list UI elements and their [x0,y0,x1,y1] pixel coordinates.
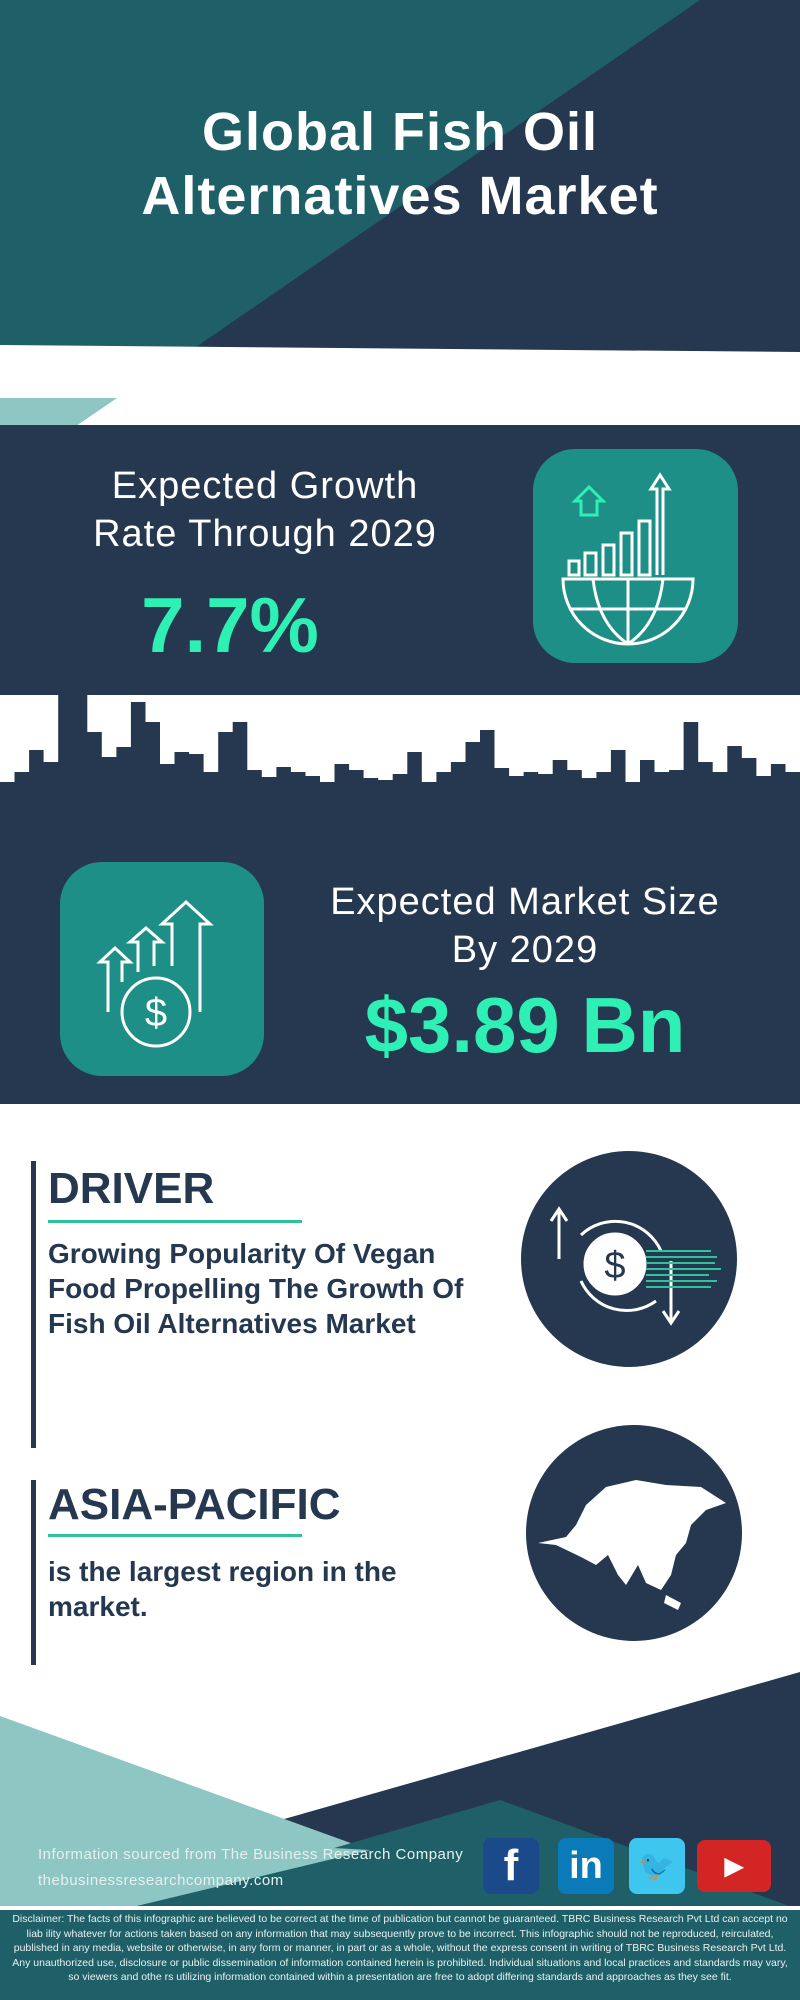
driver-heading: DRIVER [48,1164,215,1213]
dollar-growth-arrows-icon: $ [60,862,264,1076]
region-accent-bar [31,1480,36,1665]
footer-source: Information sourced from The Business Re… [38,1842,463,1894]
dollar-exchange-icon: $ [521,1151,737,1367]
driver-underline [48,1220,302,1223]
facebook-icon[interactable]: f [483,1838,539,1894]
title-line-1: Global Fish Oil [201,102,599,162]
growth-label: Expected Growth Rate Through 2029 [60,462,470,558]
globe-bar-chart-icon [533,449,738,663]
growth-label-line-1: Expected Growth [111,465,419,507]
svg-text:$: $ [604,1245,625,1287]
source-text: Information sourced from The Business Re… [38,1846,464,1863]
city-skyline [0,662,800,842]
svg-text:$: $ [145,991,167,1035]
region-heading: ASIA-PACIFIC [48,1480,341,1529]
growth-label-line-2: Rate Through 2029 [93,513,437,555]
region-underline [48,1534,302,1537]
market-size-value: $3.89 Bn [364,981,686,1069]
market-label-line-1: Expected Market Size [330,881,720,923]
market-size-label: Expected Market Size By 2029 [300,878,750,974]
youtube-icon[interactable]: ▶ [697,1840,771,1892]
page-title: Global Fish Oil Alternatives Market [0,100,800,228]
region-text: is the largest region in the market. [48,1556,397,1622]
driver-accent-bar [31,1161,36,1448]
asia-map-icon [526,1425,742,1641]
growth-value: 7.7% [141,581,319,669]
title-line-2: Alternatives Market [141,166,659,226]
linkedin-icon[interactable]: in [558,1838,614,1894]
twitter-icon[interactable]: 🐦 [629,1838,685,1894]
driver-text: Growing Popularity Of Vegan Food Propell… [48,1238,464,1339]
disclaimer: Disclaimer: The facts of this infographi… [12,1913,788,1983]
website-link[interactable]: thebusinessresearchcompany.com [38,1872,284,1889]
market-label-line-2: By 2029 [451,929,599,971]
